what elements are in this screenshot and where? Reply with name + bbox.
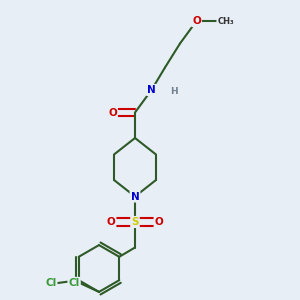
Text: N: N [147, 85, 156, 95]
Text: N: N [130, 191, 140, 202]
Text: CH₃: CH₃ [217, 16, 234, 26]
Text: H: H [170, 87, 178, 96]
Text: O: O [192, 16, 201, 26]
Text: O: O [154, 217, 164, 227]
Text: O: O [108, 107, 117, 118]
Text: S: S [131, 217, 139, 227]
Text: O: O [106, 217, 116, 227]
Text: Cl: Cl [68, 278, 80, 288]
Text: Cl: Cl [45, 278, 56, 288]
